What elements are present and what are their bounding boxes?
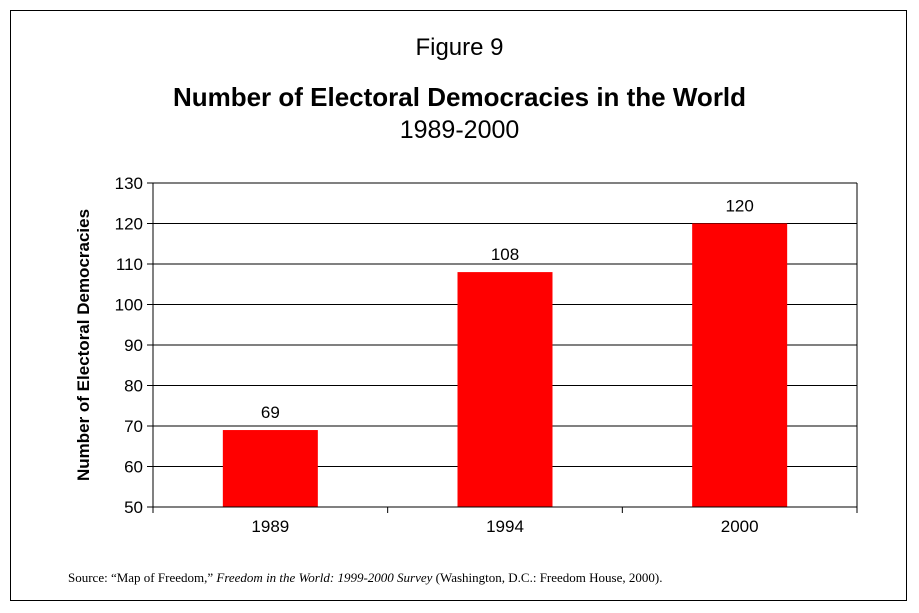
chart-title: Number of Electoral Democracies in the W… bbox=[172, 82, 747, 112]
y-tick-label: 110 bbox=[116, 255, 143, 274]
axes: 50 60 70 80 90 100 110 120 130 1989 1994 2000 bbox=[115, 174, 858, 536]
source-title: Freedom in the World: 1999-2000 Survey bbox=[216, 570, 433, 585]
x-tick-label: 1989 bbox=[251, 517, 289, 536]
bar-1994 bbox=[457, 272, 553, 507]
source-note: Source: “Map of Freedom,” Freedom in the… bbox=[68, 570, 662, 586]
data-label: 120 bbox=[725, 197, 753, 216]
figure-frame bbox=[10, 10, 907, 601]
bars bbox=[222, 223, 788, 507]
source-prefix: Source: “Map of Freedom,” bbox=[68, 570, 217, 585]
data-label: 108 bbox=[491, 245, 519, 264]
figure-label: Figure 9 bbox=[415, 34, 504, 61]
source-suffix: (Washington, D.C.: Freedom House, 2000). bbox=[432, 570, 663, 585]
y-tick-label: 50 bbox=[124, 498, 143, 517]
y-tick-label: 120 bbox=[115, 215, 143, 234]
y-axis-label: Number of Electoral Democracies bbox=[74, 209, 93, 481]
data-label: 69 bbox=[261, 403, 280, 422]
bar-1989 bbox=[222, 430, 318, 507]
chart-subtitle: 1989-2000 bbox=[399, 116, 520, 144]
bar-2000 bbox=[692, 223, 788, 507]
y-tick-label: 60 bbox=[124, 458, 143, 477]
y-tick-label: 90 bbox=[124, 336, 143, 355]
y-tick-label: 80 bbox=[124, 377, 143, 396]
y-tick-label: 70 bbox=[124, 417, 143, 436]
data-labels: 69 108 120 bbox=[261, 197, 754, 423]
x-tick-label: 1994 bbox=[486, 517, 524, 536]
y-tick-label: 130 bbox=[115, 174, 143, 193]
x-tick-label: 2000 bbox=[721, 517, 759, 536]
y-tick-label: 100 bbox=[115, 296, 143, 315]
